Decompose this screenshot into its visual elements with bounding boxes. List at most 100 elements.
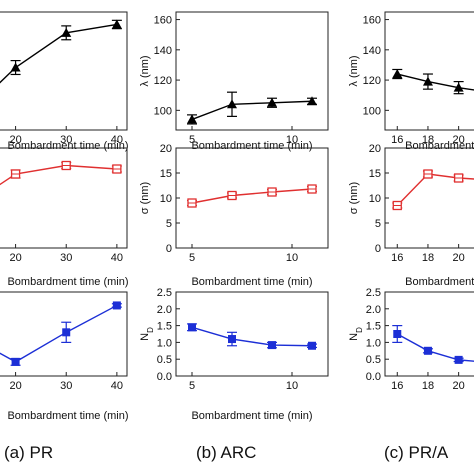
- y-tick-label: 2.5: [157, 287, 172, 299]
- x-tick-label: 18: [422, 380, 434, 392]
- panel-b1: 5 10 100 120 140 160 Bombardment time (min) λ (…: [139, 11, 329, 152]
- data-point: [10, 62, 21, 72]
- x-tick-label: 20: [453, 252, 465, 264]
- y-tick-label: 0: [375, 243, 381, 255]
- x-axis-label: Bombardment ti: [405, 140, 474, 152]
- plot-frame: [0, 147, 128, 249]
- plot-frame: [384, 11, 474, 131]
- y-axis-label: σ (nm): [348, 182, 360, 214]
- y-tick-label: 15: [160, 168, 172, 180]
- y-tick-label: 2.0: [366, 304, 381, 316]
- caption-a: (a) PR: [4, 443, 53, 462]
- x-axis-label: Bombardment time (min): [7, 140, 128, 152]
- data-point: [393, 330, 402, 338]
- y-tick-label: 1.0: [157, 337, 172, 349]
- data-point: [423, 346, 432, 355]
- panel-c1: 16 18 20 100 120 140 160 Bombardment ti λ (nm): [348, 11, 474, 152]
- y-tick-label: 5: [166, 218, 172, 230]
- panel-a2: 20 30 40 Bombardment time (min): [0, 147, 129, 288]
- data-layer: [392, 68, 474, 95]
- data-layer: [187, 184, 317, 208]
- x-tick-label: 16: [391, 380, 403, 392]
- plot-frame: [175, 291, 329, 377]
- x-tick-label: 30: [60, 134, 72, 146]
- y-tick-label: 20: [160, 143, 172, 155]
- x-tick-label: 5: [189, 380, 195, 392]
- data-point: [111, 19, 122, 29]
- y-tick-label: 160: [154, 15, 172, 27]
- x-tick-label: 20: [453, 134, 465, 146]
- y-tick-label: 100: [154, 105, 172, 117]
- x-tick-label: 18: [422, 134, 434, 146]
- data-point: [227, 99, 237, 109]
- y-axis-label: λ (nm): [139, 55, 151, 86]
- x-tick-label: 30: [60, 380, 72, 392]
- data-point: [307, 96, 317, 106]
- data-point: [112, 301, 121, 310]
- data-point: [187, 114, 197, 124]
- x-axis-label: Bombardment time (min): [191, 410, 312, 422]
- data-point: [188, 323, 196, 332]
- panel-c3: 16 18 20 0.0 0.5 1.0 1.5 2.0 2.5 ND: [348, 287, 474, 392]
- x-axis-label: Bombardment time (min): [7, 276, 128, 288]
- y-tick-label: 160: [363, 15, 381, 27]
- x-tick-label: 5: [189, 252, 195, 264]
- data-layer: [0, 19, 122, 84]
- x-tick-label: 30: [60, 252, 72, 264]
- y-axis-label: ND: [348, 327, 364, 341]
- series-line: [0, 304, 118, 363]
- y-label-subscript: D: [146, 327, 155, 333]
- y-tick-label: 1.5: [157, 321, 172, 333]
- plot-frame: [175, 11, 329, 131]
- x-tick-label: 20: [9, 134, 21, 146]
- series-line: [0, 164, 117, 186]
- y-axis-label: ND: [139, 327, 155, 341]
- y-tick-label: 15: [369, 168, 381, 180]
- data-point: [61, 27, 72, 37]
- x-axis-label: Bombardment time (min): [7, 410, 128, 422]
- plot-frame: [384, 291, 474, 377]
- x-tick-label: 20: [9, 380, 21, 392]
- y-tick-label: 0.0: [157, 371, 172, 383]
- x-tick-label: 10: [286, 134, 298, 146]
- y-tick-label: 140: [154, 45, 172, 57]
- y-tick-label: 0: [166, 243, 172, 255]
- data-point: [228, 335, 236, 344]
- series-line: [191, 100, 313, 121]
- plot-frame: [0, 291, 128, 377]
- panel-b3: 5 10 0.0 0.5 1.0 1.5 2.0 2.5 Bombardment time (m…: [139, 287, 329, 422]
- data-layer: [392, 169, 474, 211]
- data-point: [453, 82, 464, 92]
- x-axis-label: Bombardment time (min): [191, 276, 312, 288]
- x-axis-label: Bombardment time (min): [191, 140, 312, 152]
- y-tick-label: 0.5: [157, 354, 172, 366]
- y-axis-label: σ (nm): [139, 182, 151, 214]
- y-tick-label: 10: [160, 193, 172, 205]
- data-layer: [0, 301, 122, 366]
- x-tick-label: 40: [111, 134, 123, 146]
- x-tick-label: 20: [453, 380, 465, 392]
- caption-b: (b) ARC: [196, 443, 256, 462]
- x-tick-label: 10: [286, 380, 298, 392]
- caption-c: (c) PR/A: [384, 443, 449, 462]
- y-tick-label: 10: [369, 193, 381, 205]
- y-tick-label: 2.5: [366, 287, 381, 299]
- data-point: [267, 97, 277, 107]
- y-tick-label: 120: [363, 75, 381, 87]
- y-tick-label: 1.5: [366, 321, 381, 333]
- plot-frame: [175, 147, 329, 249]
- x-axis-label: Bombardment ti: [405, 276, 474, 288]
- data-point: [454, 355, 463, 364]
- x-tick-label: 5: [189, 134, 195, 146]
- y-tick-label: 2.0: [157, 304, 172, 316]
- data-point: [422, 76, 433, 86]
- plot-frame: [0, 11, 128, 131]
- data-layer: [0, 160, 122, 186]
- x-tick-label: 10: [286, 252, 298, 264]
- data-point: [392, 69, 403, 79]
- y-label-subscript: D: [355, 327, 364, 333]
- y-axis-label: λ (nm): [348, 55, 360, 86]
- data-layer: [187, 323, 317, 350]
